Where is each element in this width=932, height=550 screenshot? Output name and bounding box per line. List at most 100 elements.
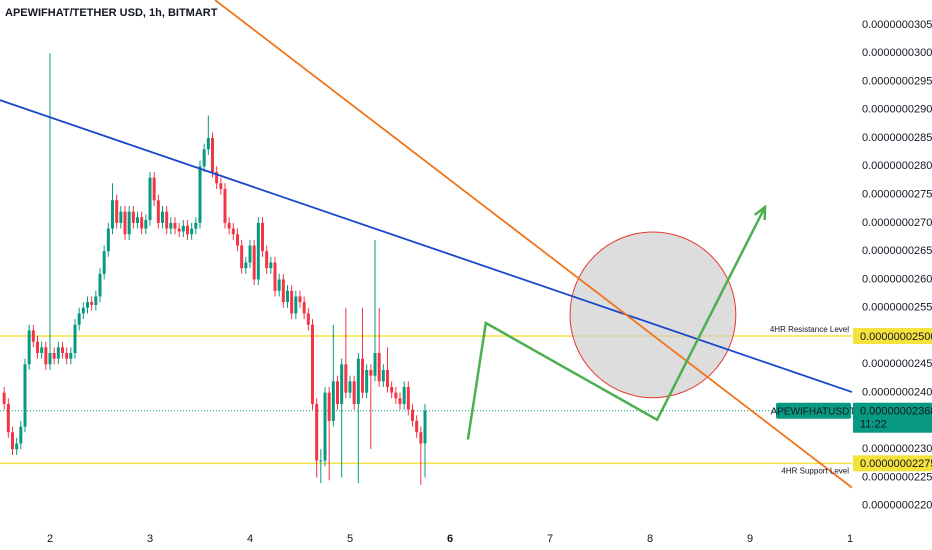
x-tick-label: 5 [347,533,353,545]
y-tick-label: 0.00000002250 [862,471,932,483]
candle-body [40,347,44,354]
level-price-tag [853,328,932,345]
candle-body [144,220,148,229]
y-tick-label: 0.00000002950 [862,75,932,87]
x-tick-label: 3 [147,533,153,545]
candle-body [381,369,385,382]
candle-body [356,358,360,404]
y-tick-label: 0.00000002550 [862,302,932,314]
candle-body [398,398,402,404]
candle-body [302,302,306,314]
level-price-tag [853,455,932,472]
candle-body [73,324,77,354]
y-tick-label: 0.00000002800 [862,160,932,172]
candle-body [336,381,339,404]
candle-body [127,211,131,235]
y-tick-label: 0.00000002600 [862,273,932,285]
candle-body [90,302,94,305]
candle-body [111,200,114,229]
candle-body [161,211,164,223]
x-tick-label: 7 [547,533,553,545]
candle-body [23,364,27,427]
x-tick-label: 6 [447,533,453,545]
candle-body [306,313,310,325]
candle-body [402,386,406,404]
candle-body [140,217,144,229]
trend-line [214,0,852,489]
candle-body [377,353,381,382]
candle-body [211,138,214,172]
candle-body [31,330,35,342]
candle-body [281,279,285,303]
level-price-label: 0.00000002500 [860,331,932,343]
symbol-label: APEWIFHATUSDT [771,406,856,417]
candle-body [373,353,377,376]
candle-body [215,171,219,184]
candle-body [94,296,98,305]
candle-body [248,245,252,263]
y-tick-label: 0.00000002700 [862,217,932,229]
candle-body [236,234,239,246]
y-tick-label: 0.00000003000 [862,47,932,59]
y-tick-label: 0.00000002650 [862,245,932,257]
candle-body [98,273,102,297]
highlight-circle [569,231,737,399]
candle-body [369,369,373,376]
candle-body [206,138,210,150]
y-tick-label: 0.00000002300 [862,443,932,455]
candle-body [186,225,189,235]
candle-body [423,410,427,444]
x-tick-label: 9 [747,533,753,545]
candle-body [48,353,52,365]
candle-body [198,166,202,223]
candle-body [348,381,352,393]
candle-body [15,443,19,450]
y-tick-label: 0.00000003050 [862,19,932,31]
candle-body [227,222,231,229]
candle-body [65,353,69,359]
candle-body [148,177,152,221]
candle-body [269,262,273,269]
candle-body [252,245,256,280]
candle-body [411,409,414,421]
candle-body [327,392,331,421]
y-tick-label: 0.00000002400 [862,387,932,399]
candle-body [181,225,185,232]
candle-body [294,296,298,314]
candle-body [27,330,31,365]
x-tick-label: 8 [647,533,653,545]
y-tick-label: 0.00000002200 [862,500,932,512]
candle-body [36,341,39,354]
candle-body [323,392,327,461]
candle-body [361,358,364,393]
candle-body [256,222,260,280]
candle-body [102,251,106,274]
candle-body [131,211,135,223]
candle-body [273,262,277,291]
candle-body [406,386,410,410]
candle-body [61,347,64,354]
candle-body [344,364,348,393]
candle-body [390,386,394,393]
candle-body [340,364,344,404]
x-tick-label: 4 [247,533,253,545]
candle-body [415,420,419,433]
candle-body [106,228,110,252]
y-tick-label: 0.00000002450 [862,358,932,370]
candle-body [86,302,89,308]
candle-body [56,347,60,359]
candle-body [77,313,81,325]
candle-body [419,432,423,444]
candle-body [394,392,398,399]
plot-area [0,0,852,489]
last-price-label: 0.00000002368 [860,406,932,418]
candle-body [177,228,181,232]
candle-body [298,296,302,303]
level-price-label: 0.00000002275 [860,458,932,470]
candle-body [286,290,289,303]
last-price-tag [853,402,932,433]
candle-body [165,211,169,229]
candle-body [152,177,156,201]
candle-body [223,188,227,223]
candle-body [69,353,73,359]
